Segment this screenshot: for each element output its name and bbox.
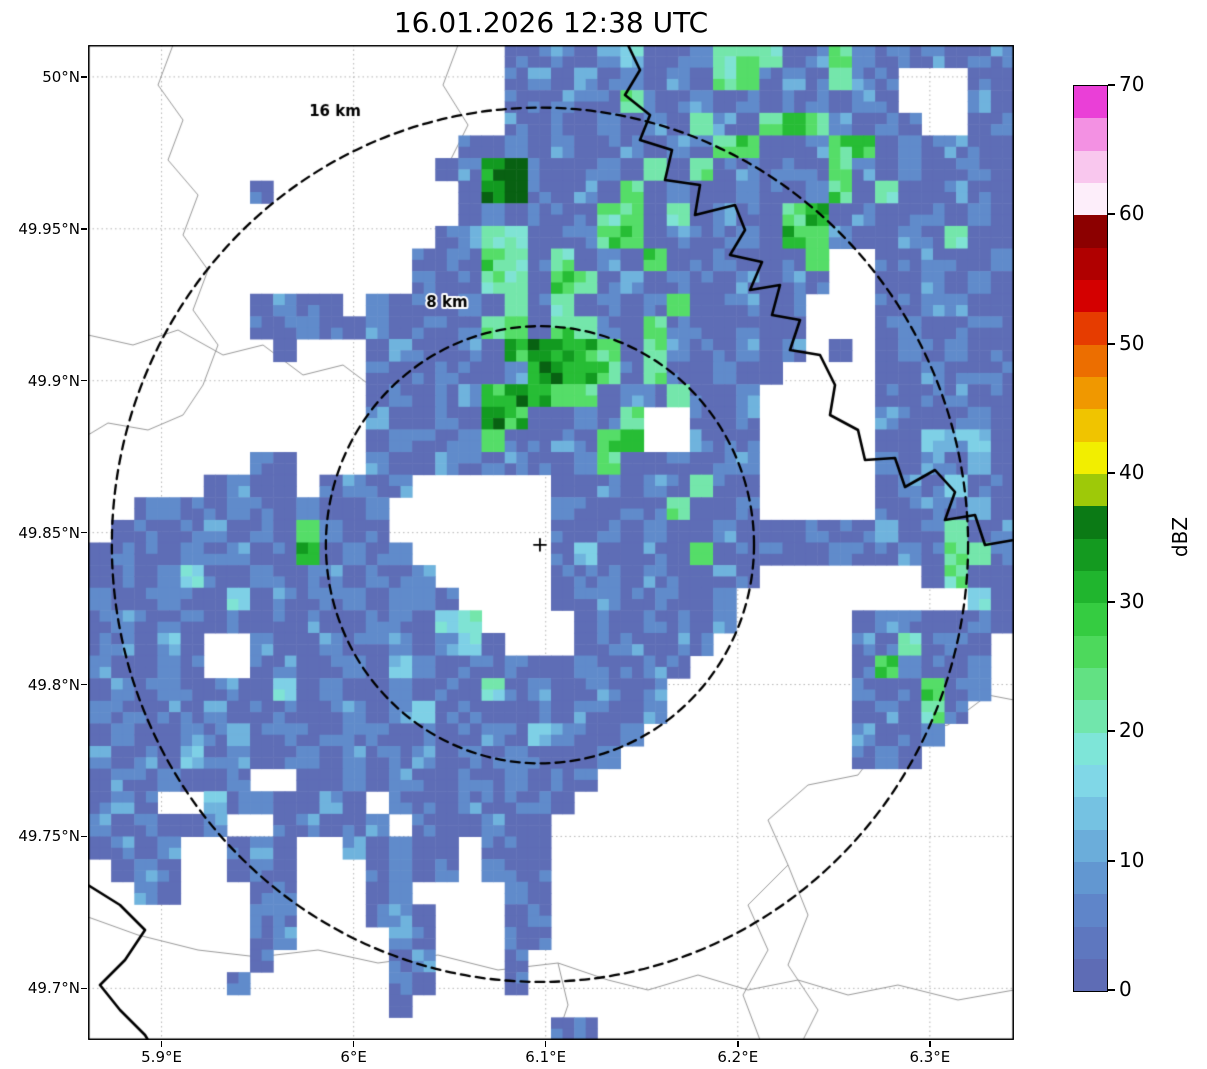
colorbar-segment <box>1074 215 1107 248</box>
colorbar-segment <box>1074 667 1107 701</box>
y-tick-mark <box>81 228 87 230</box>
x-tick-mark <box>352 1041 355 1047</box>
x-tick-label: 5.9°E <box>141 1048 182 1066</box>
colorbar-segment <box>1074 344 1107 377</box>
colorbar-tick-label: 40 <box>1119 459 1145 484</box>
colorbar-tick-label: 20 <box>1119 718 1145 743</box>
colorbar-segment <box>1074 894 1107 927</box>
y-tick-mark <box>81 683 87 686</box>
colorbar-segment <box>1074 797 1107 830</box>
colorbar <box>1073 85 1108 992</box>
y-tick-mark <box>81 987 87 990</box>
colorbar-tick-mark <box>1108 471 1115 474</box>
colorbar-segment <box>1074 570 1107 604</box>
y-tick-mark <box>81 76 87 78</box>
colorbar-segment <box>1074 86 1107 119</box>
radar-plot <box>88 45 1014 1040</box>
colorbar-segment <box>1074 150 1107 183</box>
colorbar-segment <box>1074 538 1107 571</box>
plot-title: 16.01.2026 12:38 UTC <box>393 6 709 39</box>
x-tick-label: 6.1°E <box>525 1048 567 1066</box>
y-tick-label: 49.9°N <box>27 371 80 390</box>
colorbar-segment <box>1074 441 1107 474</box>
x-tick-label: 6°E <box>340 1048 367 1066</box>
colorbar-tick-mark <box>1108 84 1115 86</box>
colorbar-segment <box>1074 247 1107 280</box>
colorbar-tick-mark <box>1108 859 1115 862</box>
colorbar-segment <box>1074 732 1107 765</box>
x-tick-mark <box>737 1041 739 1047</box>
y-tick-label: 49.95°N <box>18 219 80 238</box>
x-tick-label: 6.3°E <box>909 1048 951 1066</box>
colorbar-tick-mark <box>1108 342 1115 345</box>
colorbar-tick-label: 10 <box>1119 847 1145 872</box>
colorbar-segment <box>1074 182 1107 216</box>
colorbar-tick-label: 50 <box>1119 330 1145 355</box>
colorbar-segment <box>1074 603 1107 636</box>
colorbar-segment <box>1074 700 1107 733</box>
colorbar-tick-label: 30 <box>1119 589 1145 614</box>
y-tick-label: 49.85°N <box>18 523 80 542</box>
y-tick-label: 49.75°N <box>18 827 80 846</box>
colorbar-tick-mark <box>1108 213 1115 216</box>
colorbar-segment <box>1074 829 1107 862</box>
radar-map-canvas <box>88 45 1014 1040</box>
colorbar-tick-mark <box>1108 730 1115 733</box>
y-tick-label: 50°N <box>42 67 80 86</box>
colorbar-segment <box>1074 279 1107 313</box>
colorbar-segment <box>1074 861 1107 895</box>
colorbar-tick-label: 60 <box>1119 201 1145 226</box>
y-tick-label: 49.8°N <box>27 675 80 694</box>
colorbar-segment <box>1074 473 1107 507</box>
y-tick-mark <box>81 835 87 838</box>
colorbar-segment <box>1074 635 1107 668</box>
colorbar-tick-mark <box>1108 989 1115 991</box>
x-tick-mark <box>544 1041 547 1047</box>
x-tick-mark <box>929 1041 931 1047</box>
colorbar-segment <box>1074 376 1107 410</box>
colorbar-segment <box>1074 926 1107 959</box>
x-tick-mark <box>160 1041 163 1047</box>
y-tick-mark <box>81 379 87 382</box>
colorbar-tick-mark <box>1108 601 1115 604</box>
colorbar-tick-label: 70 <box>1119 72 1145 96</box>
colorbar-segment <box>1074 764 1107 798</box>
colorbar-segment <box>1074 409 1107 442</box>
y-tick-mark <box>81 531 87 534</box>
colorbar-segment <box>1074 506 1107 539</box>
colorbar-unit-label: dBZ <box>1168 516 1192 558</box>
y-tick-label: 49.7°N <box>27 979 80 998</box>
x-tick-label: 6.2°E <box>717 1048 759 1066</box>
colorbar-tick-label: 0 <box>1119 977 1132 1001</box>
colorbar-segment <box>1074 958 1107 992</box>
colorbar-segment <box>1074 312 1107 345</box>
colorbar-segment <box>1074 118 1107 151</box>
